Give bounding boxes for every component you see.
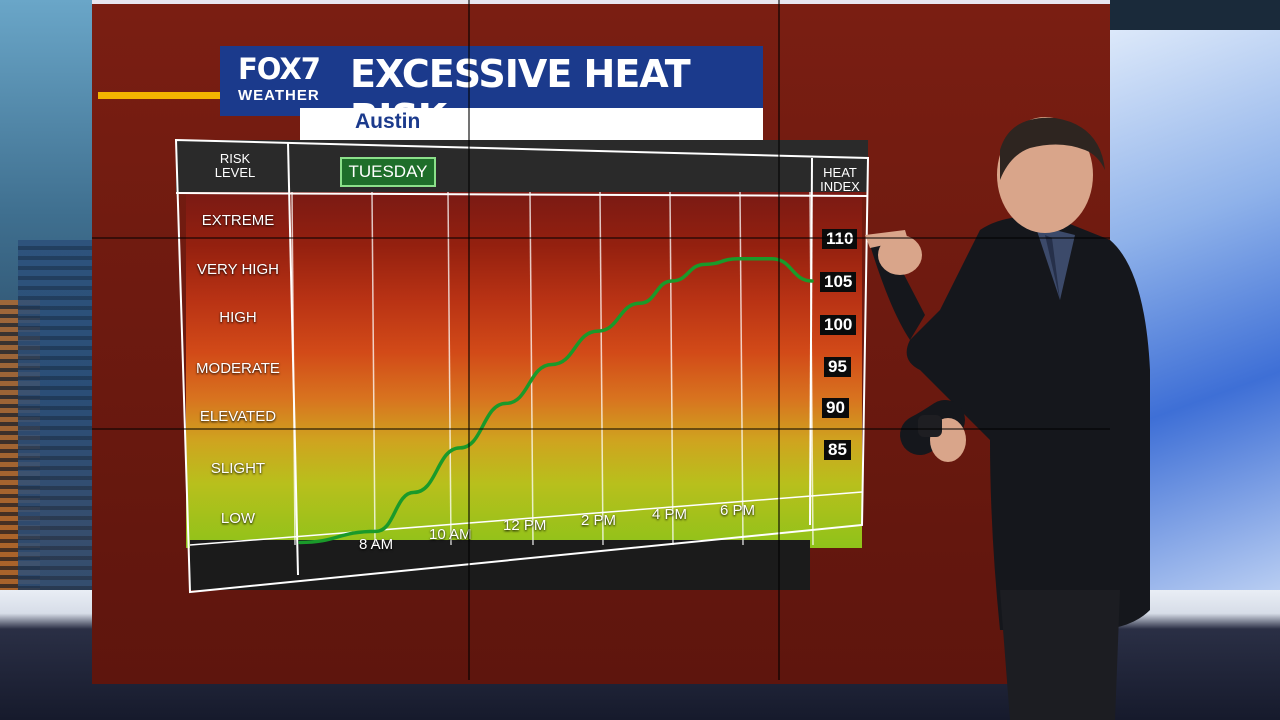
heat-index-tick: 100 bbox=[820, 315, 857, 335]
time-tick: 10 AM bbox=[429, 526, 472, 543]
wall-seam bbox=[92, 237, 1110, 239]
risk-column-divider bbox=[287, 142, 299, 576]
header-row bbox=[176, 140, 868, 192]
time-tick: 4 PM bbox=[652, 506, 688, 523]
grid-line bbox=[669, 191, 674, 546]
day-tab: TUESDAY bbox=[340, 157, 436, 187]
city-building bbox=[18, 240, 98, 620]
risk-level-moderate: MODERATE bbox=[196, 360, 280, 377]
risk-level-very-high: VERY HIGH bbox=[197, 261, 279, 278]
grid-line bbox=[529, 191, 534, 546]
logo-weather-text: WEATHER bbox=[238, 87, 320, 104]
heat-index-curve bbox=[298, 257, 814, 545]
grid-line bbox=[599, 191, 604, 546]
chart-border bbox=[174, 138, 870, 594]
header-divider bbox=[175, 192, 869, 197]
grid-line bbox=[739, 191, 744, 546]
heat-index-tick: 90 bbox=[822, 398, 849, 418]
risk-level-slight: SLIGHT bbox=[210, 460, 266, 477]
location-strip: Austin bbox=[300, 108, 763, 146]
time-axis-line bbox=[189, 491, 863, 546]
risk-level-elevated: ELEVATED bbox=[199, 408, 277, 425]
location-label: Austin bbox=[355, 110, 421, 133]
time-tick: 8 AM bbox=[359, 536, 394, 553]
accent-stripe bbox=[98, 92, 308, 99]
grid-line bbox=[447, 191, 452, 546]
risk-level-header: RISK LEVEL bbox=[214, 151, 256, 180]
chart-frame bbox=[174, 138, 870, 594]
grid-line bbox=[371, 191, 376, 546]
risk-level-extreme: EXTREME bbox=[201, 212, 275, 229]
logo-fox-text: FOX bbox=[238, 52, 302, 86]
wall-seam bbox=[92, 428, 1110, 430]
logo-number: 7 bbox=[300, 52, 321, 86]
heat-index-tick: 105 bbox=[820, 272, 857, 292]
time-tick: 2 PM bbox=[581, 512, 617, 529]
fox7-weather-logo: FOX7 WEATHER bbox=[224, 50, 334, 106]
risk-band-fill bbox=[186, 192, 862, 548]
heat-index-line bbox=[298, 257, 814, 545]
heat-index-tick: 95 bbox=[824, 357, 851, 377]
risk-level-low: LOW bbox=[220, 510, 256, 527]
risk-level-high: HIGH bbox=[219, 309, 257, 326]
wall-seam bbox=[778, 0, 780, 680]
heat-column-divider bbox=[809, 157, 813, 526]
time-tick: 6 PM bbox=[720, 502, 756, 519]
risk-bands bbox=[176, 140, 868, 590]
wall-seam bbox=[468, 0, 470, 680]
time-tick: 12 PM bbox=[503, 517, 547, 534]
presenter bbox=[865, 117, 1150, 720]
title-banner: FOX7 WEATHER EXCESSIVE HEAT RISK bbox=[220, 46, 763, 140]
heat-index-header: HEAT INDEX bbox=[820, 165, 860, 194]
heat-index-tick: 110 bbox=[822, 229, 858, 249]
heat-index-tick: 85 bbox=[824, 440, 851, 460]
